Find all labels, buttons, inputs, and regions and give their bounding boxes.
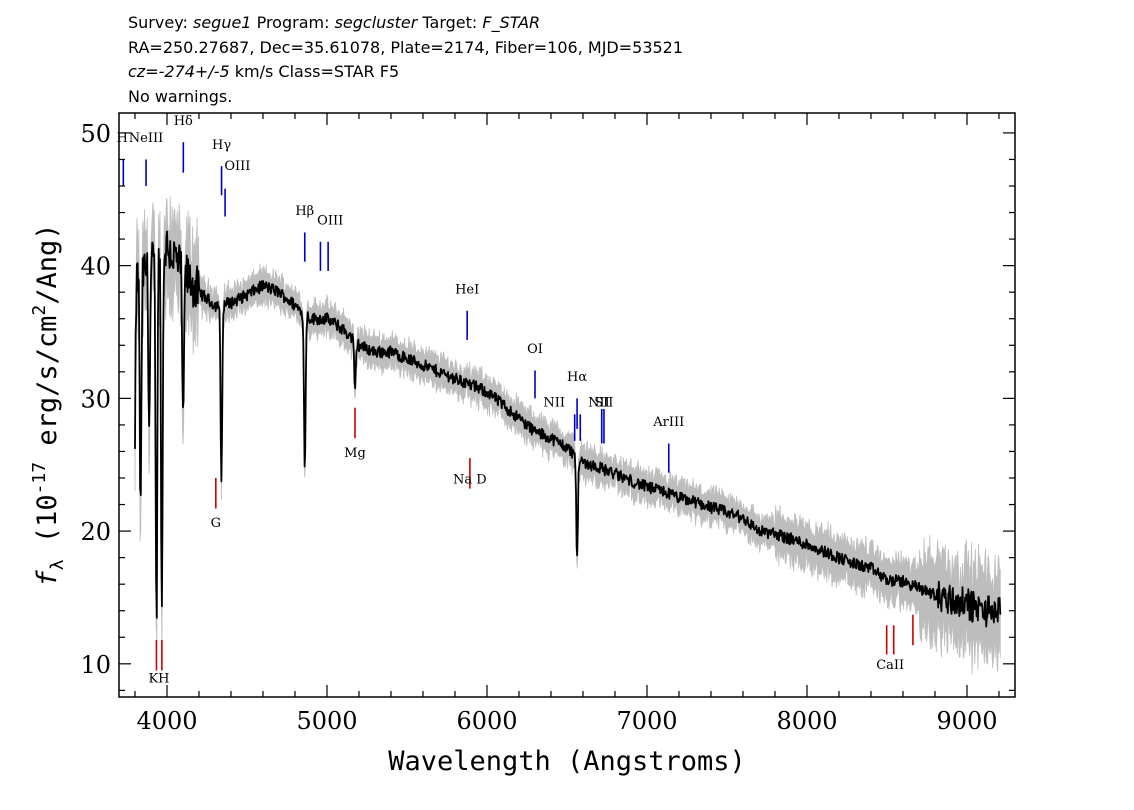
flux-line [134,230,1002,628]
emission-line-label: NII [543,395,565,410]
y-axis-symbol: f [32,570,63,587]
y-tick-label: 10 [80,651,111,679]
emission-line-label: ArIII [652,415,684,430]
error-band-area [134,195,1001,675]
spectrum-header: Survey: segue1 Program: segcluster Targe… [128,11,1028,109]
emission-line-label: HeI [455,283,479,298]
emission-line-label: Hβ [295,204,314,219]
flux-series [134,230,1002,628]
emission-line-label: OIII [224,159,250,174]
survey-label: Survey: [128,13,188,32]
x-tick-label: 6000 [456,707,517,735]
x-axis-title: Wavelength (Angstroms) [388,746,746,777]
emission-line-label: Hγ [212,138,231,153]
y-axis-title: fλ (10-17 erg/s/cm2/Ang) [29,223,68,586]
program-label: Program: [256,13,330,32]
y-tick-label: 30 [80,385,111,413]
y-tick-label: 50 [80,120,111,148]
header-line-warnings: No warnings. [128,86,233,106]
y-axis-exponent: -17 [29,462,50,495]
x-tick-label: 7000 [616,707,677,735]
x-tick-label: 8000 [776,707,837,735]
header-line-coordinates: RA=250.27687, Dec=35.61078, Plate=2174, … [128,37,684,57]
absorption-line-label: CaII [876,658,904,673]
absorption-line-label: KH [148,671,169,686]
emission-line-label: Hα [567,370,587,385]
error-band [134,195,1001,675]
emission-line-label: NeIII [129,131,163,146]
cz-label: cz= [128,62,159,81]
header-line-redshift: cz=-274+/-5 km/s Class=STAR F5 [128,60,1028,85]
axes: 4000 5000 6000 7000 8000 9000 10 20 30 40 50 [80,113,1015,735]
class-text: km/s Class=STAR F5 [229,62,400,81]
cz-value: -274+/-5 [158,62,230,81]
emission-line-label: OI [527,342,543,357]
target-value: F_STAR [482,13,541,32]
y-axis-exponent-2: 2 [29,305,50,316]
y-axis-subscript: λ [47,559,68,570]
survey-value: segue1 [192,13,252,32]
absorption-line-label: Na D [453,472,487,487]
y-tick-label: 20 [80,518,111,546]
header-line-survey: Survey: segue1 Program: segcluster Targe… [128,11,1028,36]
absorption-line-label: G [211,516,221,531]
emission-line-label: Hδ [174,114,193,129]
plot-frame [118,112,1016,698]
target-label: Target: [422,13,478,32]
emission-line-label: OIII [317,213,343,228]
program-value: segcluster [334,13,418,32]
x-tick-label: 4000 [136,707,197,735]
x-tick-label: 9000 [936,707,997,735]
x-tick-label: 5000 [296,707,357,735]
y-axis-units: erg/s/cm [32,316,63,462]
y-axis-close: /Ang) [32,223,63,304]
y-axis-open: (10 [32,494,63,559]
absorption-line-label: Mg [344,446,366,461]
emission-line-label: NII [588,395,610,410]
emission-line-label: H [117,131,128,146]
y-tick-label: 40 [80,253,111,281]
emission-line-label: SII [594,395,613,410]
